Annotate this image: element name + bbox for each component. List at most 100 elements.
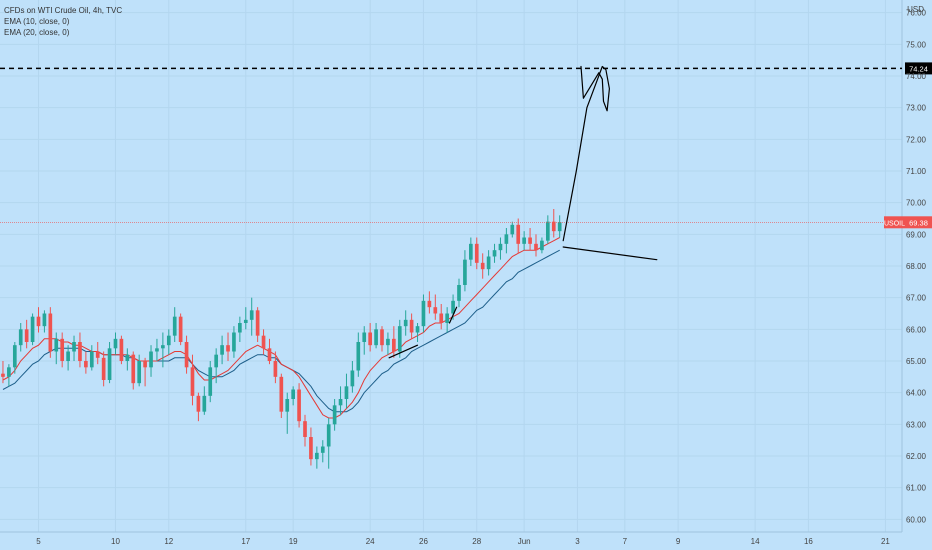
candle-body xyxy=(510,224,515,235)
candle-body xyxy=(1,373,5,377)
candle xyxy=(48,307,53,358)
x-tick-label: 28 xyxy=(472,537,481,546)
candle xyxy=(486,250,491,276)
target-price-tag: 74.24 xyxy=(909,64,928,73)
symbol-tag-bg xyxy=(884,216,905,229)
candle xyxy=(172,307,177,342)
candle-body xyxy=(273,361,278,377)
candle-body xyxy=(249,310,254,320)
x-tick-label: 7 xyxy=(623,537,628,546)
candle xyxy=(522,231,526,251)
candle-body xyxy=(303,421,307,437)
candle xyxy=(226,332,230,361)
y-tick-label: 61.00 xyxy=(906,484,927,493)
candle xyxy=(474,237,479,270)
x-tick-label: 9 xyxy=(676,537,681,546)
candle xyxy=(469,237,473,266)
candle-body xyxy=(297,389,301,422)
x-tick-label: 10 xyxy=(111,537,120,546)
candle xyxy=(261,329,266,355)
y-tick-label: 62.00 xyxy=(906,452,927,461)
candle xyxy=(380,326,384,352)
candle xyxy=(326,418,331,469)
legend: CFDs on WTI Crude Oil, 4h, TVC EMA (10, … xyxy=(4,5,122,38)
candle xyxy=(303,414,307,447)
candle xyxy=(510,221,515,238)
candle xyxy=(403,310,408,336)
upside-projection-stroke xyxy=(562,65,611,242)
candle-body xyxy=(545,221,550,241)
candle-body xyxy=(368,332,372,346)
candle xyxy=(184,335,189,374)
candle-body xyxy=(451,300,455,314)
symbol-tag: USOIL xyxy=(884,220,905,227)
candle-body xyxy=(101,357,106,380)
candle xyxy=(557,215,562,238)
candle-body xyxy=(386,338,390,346)
candle-body xyxy=(528,237,532,244)
candle-body xyxy=(315,452,319,460)
candle xyxy=(18,323,23,352)
candle-body xyxy=(279,376,284,412)
candle xyxy=(315,446,319,469)
candle-body xyxy=(243,319,248,323)
candle-body xyxy=(125,354,130,361)
candle-body xyxy=(433,307,438,314)
candle xyxy=(66,345,70,371)
grid xyxy=(0,0,902,532)
x-tick-label: 26 xyxy=(419,537,428,546)
y-tick-label: 67.00 xyxy=(906,294,927,303)
candle-body xyxy=(338,399,343,406)
candle xyxy=(113,332,118,355)
candle xyxy=(362,326,367,355)
candle xyxy=(196,392,201,422)
candle xyxy=(320,440,325,463)
candle-body xyxy=(522,237,526,244)
candle xyxy=(332,399,337,431)
candle-body xyxy=(397,326,402,352)
candle-body xyxy=(7,367,11,377)
candle-body xyxy=(551,221,556,232)
x-tick-label: 12 xyxy=(164,537,173,546)
support-tick-1 xyxy=(388,344,419,359)
candle-body xyxy=(356,342,361,371)
candle-body xyxy=(261,335,266,349)
candle-body xyxy=(137,361,142,384)
candle-body xyxy=(480,262,485,270)
candle-body xyxy=(557,222,562,232)
legend-ema-fast[interactable]: EMA (10, close, 0) xyxy=(4,17,70,26)
candle-body xyxy=(190,367,195,396)
levels: USOIL 69.38 74.24 xyxy=(0,62,932,229)
legend-title[interactable]: CFDs on WTI Crude Oil, 4h, TVC xyxy=(4,6,123,15)
x-tick-label: 24 xyxy=(366,537,375,546)
drawings xyxy=(388,65,658,359)
candle xyxy=(119,335,124,365)
candle-body xyxy=(392,338,396,352)
candle-body xyxy=(362,332,367,342)
candle-body xyxy=(119,338,124,361)
time-axis[interactable]: 5 10 12 17 19 24 26 28 Jun 3 7 9 14 16 21 xyxy=(36,537,890,546)
price-axis[interactable]: 60.00 61.00 62.00 63.00 64.00 65.00 66.00 67.00… xyxy=(906,9,927,525)
candle xyxy=(202,386,207,415)
candle-body xyxy=(409,319,414,333)
candle xyxy=(7,364,11,387)
candle-body xyxy=(72,342,76,352)
currency-label: USD xyxy=(907,5,924,14)
candle xyxy=(545,215,550,244)
candle xyxy=(463,250,467,292)
y-tick-label: 65.00 xyxy=(906,357,927,366)
candle xyxy=(24,319,29,349)
candle xyxy=(249,297,254,336)
candle-body xyxy=(267,348,272,361)
y-tick-label: 71.00 xyxy=(906,167,927,176)
y-tick-label: 69.00 xyxy=(906,230,927,239)
candle-body xyxy=(172,316,177,336)
y-tick-label: 75.00 xyxy=(906,40,927,49)
candle xyxy=(415,323,420,342)
candle-body xyxy=(326,424,331,447)
candle xyxy=(255,307,260,342)
candle xyxy=(285,392,290,434)
legend-ema-slow[interactable]: EMA (20, close, 0) xyxy=(4,28,70,37)
